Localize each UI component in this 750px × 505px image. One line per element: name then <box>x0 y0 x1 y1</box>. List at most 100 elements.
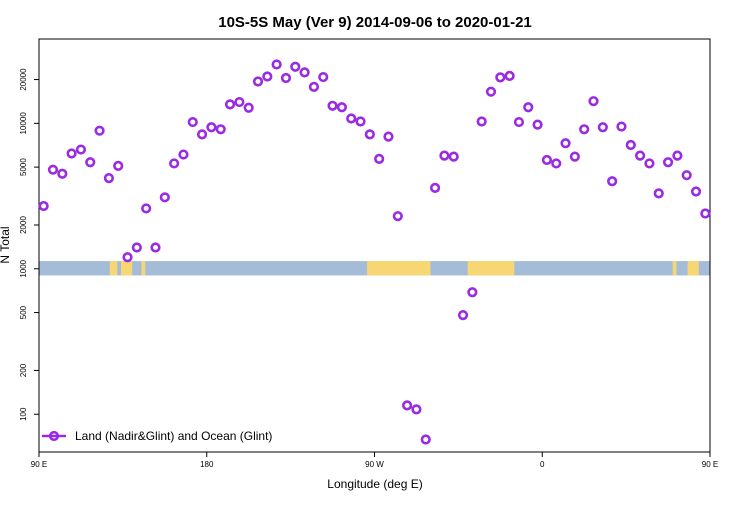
data-point <box>662 157 674 168</box>
data-point <box>383 131 394 142</box>
legend-marker <box>48 430 60 442</box>
data-point <box>187 116 198 128</box>
data-point <box>85 157 96 168</box>
data-point <box>364 129 375 140</box>
data-point <box>681 170 692 181</box>
y-axis-label: N Total <box>0 226 12 263</box>
y-tick-label: 20000 <box>19 68 28 91</box>
data-point <box>103 173 114 184</box>
y-tick-label: 500 <box>19 305 28 319</box>
data-point <box>374 153 385 164</box>
data-markers <box>38 59 711 445</box>
data-point <box>476 116 487 127</box>
data-point <box>495 72 506 83</box>
data-point <box>690 186 702 197</box>
data-point <box>327 100 338 111</box>
data-point <box>541 154 553 166</box>
land-ocean-band <box>39 261 710 276</box>
data-point <box>122 252 133 263</box>
data-point <box>308 81 320 93</box>
data-point <box>625 139 636 151</box>
legend: Land (Nadir&Glint) and Ocean (Glint) <box>42 429 272 443</box>
data-point <box>215 124 226 135</box>
x-tick-label: 90 E <box>702 460 718 469</box>
data-point <box>467 287 478 298</box>
data-point <box>355 116 366 127</box>
y-tick-label: 5000 <box>19 158 28 176</box>
data-point <box>579 124 590 135</box>
data-point <box>75 144 87 155</box>
land-segment <box>467 261 515 276</box>
data-point <box>532 119 543 130</box>
data-point <box>196 129 208 140</box>
data-point <box>224 99 236 110</box>
data-point <box>448 151 459 162</box>
data-point <box>94 125 105 136</box>
data-point <box>57 168 68 179</box>
x-tick-label: 90 E <box>31 460 47 469</box>
data-point <box>485 86 497 97</box>
y-tick-label: 1000 <box>19 259 28 277</box>
data-point <box>402 400 413 411</box>
x-axis: 90 E 180 90 W 0 90 E <box>31 452 718 469</box>
data-point <box>560 138 571 149</box>
data-point <box>234 96 245 108</box>
data-point <box>66 148 77 159</box>
data-point <box>206 122 217 133</box>
data-point <box>392 211 403 222</box>
data-point <box>504 70 515 81</box>
data-point <box>290 61 301 72</box>
data-point <box>318 71 329 83</box>
land-segment <box>121 261 133 276</box>
data-point <box>411 404 422 415</box>
data-point <box>38 200 49 212</box>
data-point <box>420 434 431 445</box>
data-point <box>299 67 310 78</box>
data-point <box>169 158 180 169</box>
data-point <box>271 59 282 70</box>
data-point <box>150 242 161 253</box>
data-point <box>607 176 618 187</box>
data-point <box>178 149 189 160</box>
data-point <box>346 113 357 124</box>
data-point <box>243 102 254 113</box>
data-point <box>616 121 627 132</box>
data-point <box>700 208 711 219</box>
land-segment <box>109 261 118 276</box>
y-tick-label: 100 <box>19 407 28 421</box>
data-point <box>551 158 562 169</box>
x-tick-label: 90 W <box>365 460 384 469</box>
data-point <box>113 160 124 171</box>
data-point <box>429 182 441 193</box>
land-segment <box>672 261 677 276</box>
legend-label: Land (Nadir&Glint) and Ocean (Glint) <box>75 429 272 443</box>
data-point <box>336 102 347 113</box>
y-axis: 100 200 500 1000 2000 5000 10000 20000 <box>19 68 39 421</box>
data-point <box>635 150 646 161</box>
data-point <box>513 116 525 128</box>
data-point <box>523 102 534 113</box>
data-point <box>457 310 469 321</box>
land-segment <box>367 261 431 276</box>
data-point <box>597 122 608 133</box>
data-point <box>280 72 292 84</box>
data-point <box>569 151 580 162</box>
data-point <box>644 158 655 169</box>
data-point <box>131 242 142 253</box>
chart-title: 10S-5S May (Ver 9) 2014-09-06 to 2020-01… <box>218 14 532 31</box>
data-point <box>588 96 599 107</box>
x-tick-label: 180 <box>200 460 214 469</box>
x-axis-label: Longitude (deg E) <box>327 477 422 491</box>
data-point <box>439 150 450 161</box>
data-point <box>653 188 664 199</box>
land-segment <box>141 261 146 276</box>
x-tick-label: 0 <box>540 460 545 469</box>
data-point <box>252 76 264 87</box>
data-point <box>262 71 273 82</box>
data-point <box>47 164 59 175</box>
y-tick-label: 10000 <box>19 112 28 135</box>
data-point <box>672 150 683 161</box>
y-tick-label: 200 <box>19 363 28 377</box>
